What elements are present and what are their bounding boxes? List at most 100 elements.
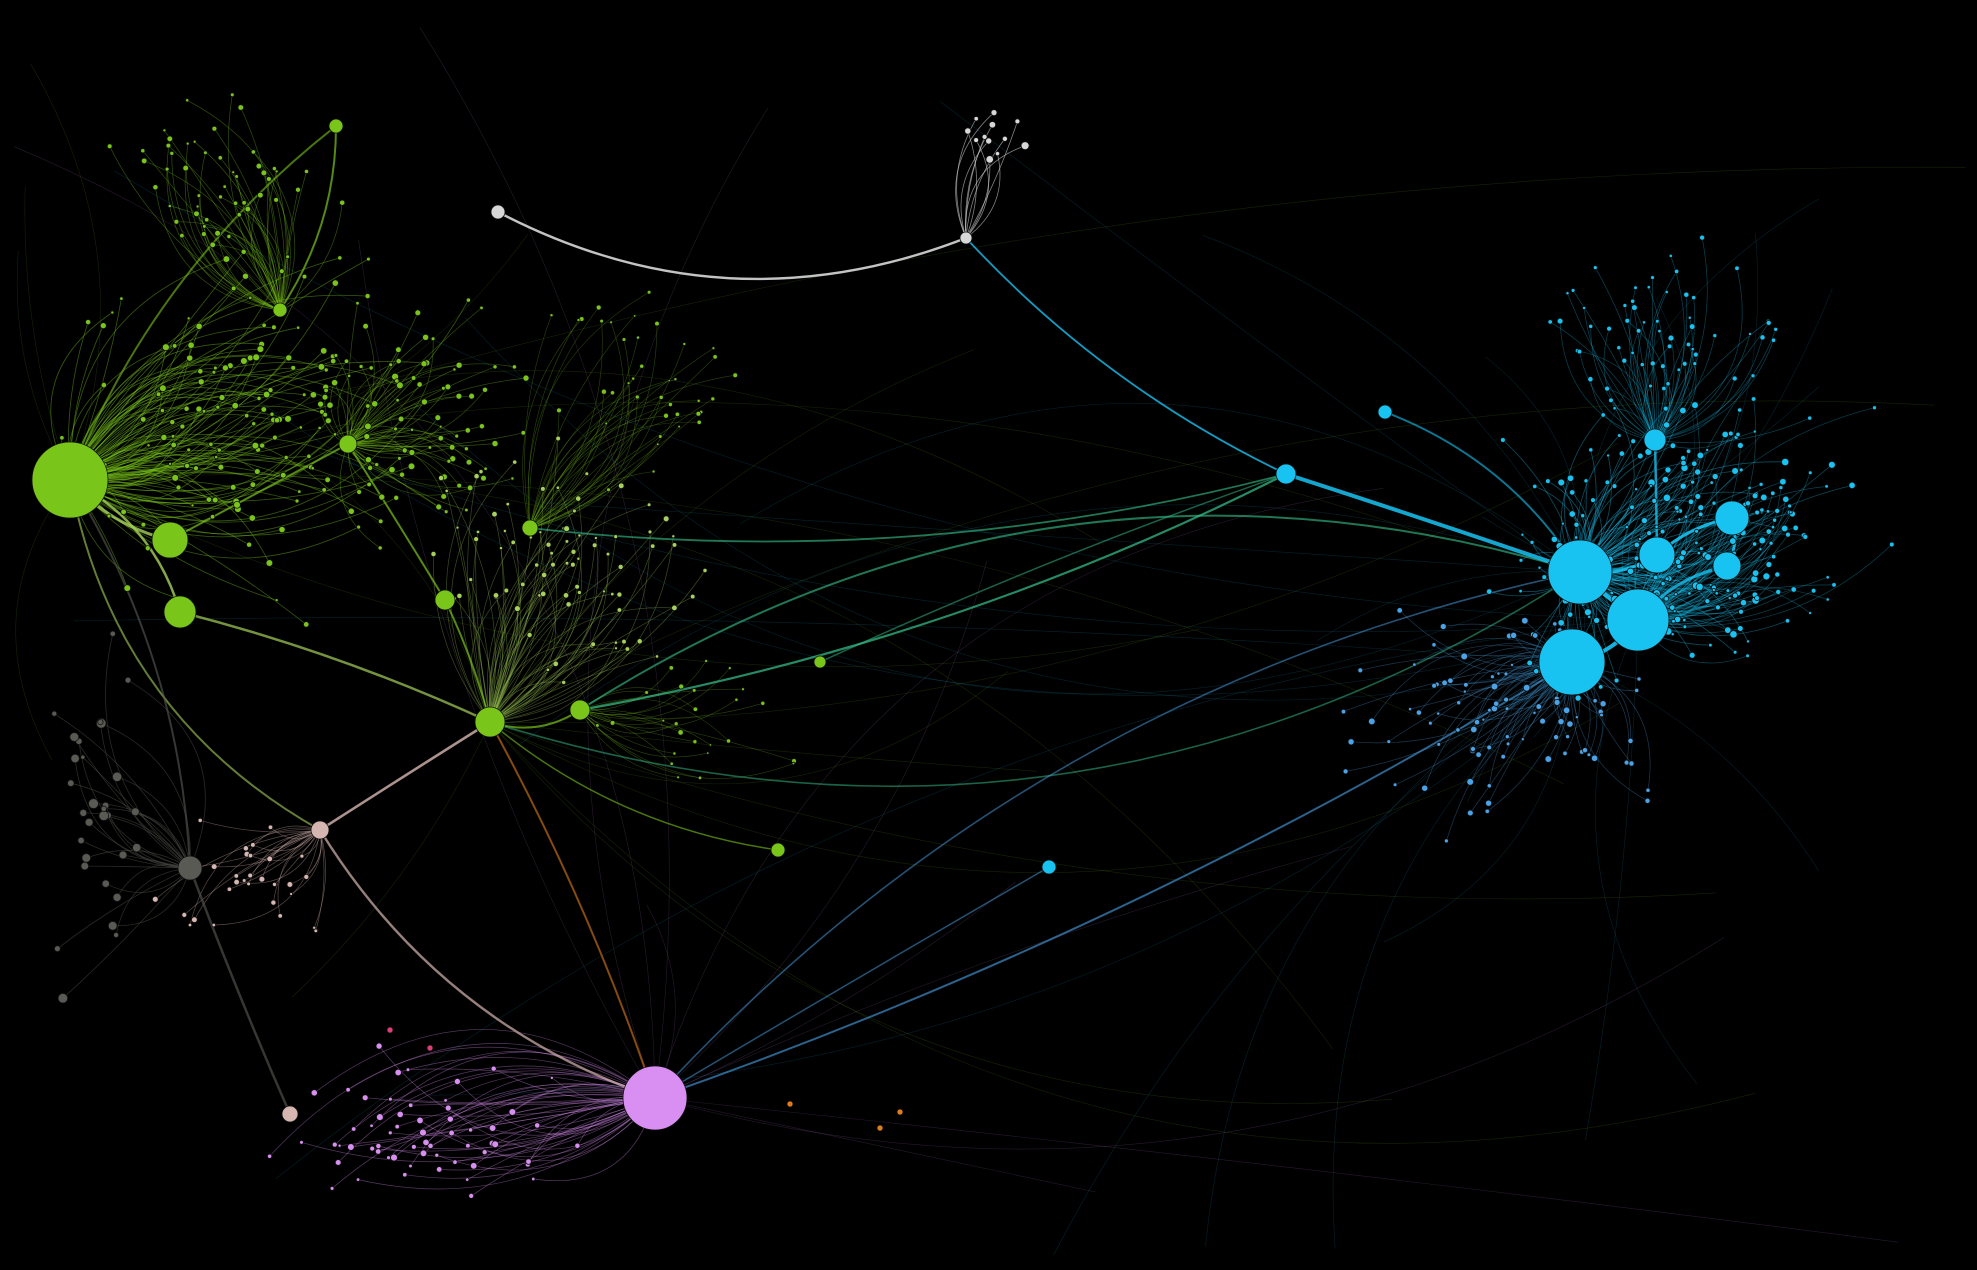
graph-edge <box>489 531 651 723</box>
graph-node <box>677 729 684 736</box>
graph-node <box>1765 528 1772 535</box>
graph-edge <box>1285 472 1581 574</box>
graph-edge <box>489 607 675 723</box>
graph-node <box>361 1094 369 1102</box>
graph-edge <box>83 812 191 869</box>
graph-node <box>434 1152 440 1158</box>
graph-node <box>655 442 660 446</box>
graph-edge <box>529 411 702 529</box>
graph-node <box>1624 524 1629 530</box>
graph-node <box>1617 433 1622 438</box>
graph-node <box>682 342 687 346</box>
graph-edge <box>529 398 713 529</box>
graph-node <box>375 1042 383 1050</box>
graph-node <box>364 422 372 431</box>
graph-edge <box>1654 317 1694 441</box>
graph-node <box>299 853 305 859</box>
graph-node <box>1750 373 1756 379</box>
graph-edge <box>347 395 459 445</box>
graph-edge <box>489 536 617 723</box>
graph-edge <box>347 326 375 445</box>
graph-node <box>278 526 286 534</box>
graph-node <box>710 396 716 402</box>
graph-node <box>481 386 489 393</box>
graph-edge <box>347 386 449 445</box>
graph-node <box>396 381 404 390</box>
graph-node <box>159 384 167 393</box>
graph-edge <box>579 660 707 715</box>
graph-node <box>1567 611 1574 618</box>
graph-node <box>374 462 380 468</box>
graph-node <box>478 469 484 475</box>
graph-edge <box>940 101 1639 621</box>
graph-edge <box>489 400 1935 723</box>
graph-edge <box>489 609 620 723</box>
graph-node <box>444 488 449 494</box>
graph-node <box>255 162 263 170</box>
graph-node <box>621 638 627 645</box>
graph-edge <box>69 420 329 500</box>
graph-node <box>168 461 173 466</box>
graph-edge <box>347 417 439 452</box>
graph-node <box>1721 430 1729 439</box>
graph-edge <box>489 604 569 723</box>
graph-node <box>201 409 207 414</box>
graph-node <box>1732 649 1738 655</box>
graph-node <box>1708 582 1713 587</box>
graph-edge <box>69 367 372 481</box>
graph-node <box>1695 582 1704 591</box>
graph-node <box>514 605 521 612</box>
graph-node <box>364 293 371 300</box>
graph-node <box>452 367 457 372</box>
graph-node <box>1510 631 1518 639</box>
graph-node <box>1544 755 1553 763</box>
graph-node <box>696 419 702 425</box>
graph-node <box>1634 487 1639 492</box>
graph-edge <box>654 560 988 1099</box>
graph-node <box>1473 719 1481 726</box>
graph-edge <box>579 709 708 758</box>
graph-edge <box>69 271 283 481</box>
graph-node <box>1673 268 1680 275</box>
graph-edge <box>1654 337 1763 441</box>
graph-edge <box>275 199 285 311</box>
graph-node <box>195 405 203 413</box>
graph-node <box>1663 421 1671 429</box>
graph-node <box>876 1124 884 1132</box>
graph-node <box>1824 484 1829 489</box>
graph-edge <box>74 758 191 869</box>
graph-node <box>1831 582 1837 588</box>
graph-node <box>88 798 99 809</box>
graph-node <box>395 398 400 403</box>
graph-node <box>990 109 998 117</box>
graph-node <box>338 434 358 454</box>
graph-node <box>633 314 637 318</box>
graph-node <box>209 514 216 520</box>
graph-node <box>260 406 267 413</box>
graph-edge <box>127 679 206 869</box>
graph-node <box>435 1166 443 1173</box>
graph-node <box>328 118 344 134</box>
graph-node <box>521 519 539 537</box>
graph-node <box>498 546 504 551</box>
graph-node <box>1347 738 1355 746</box>
graph-node <box>144 545 151 552</box>
graph-edge <box>347 443 453 455</box>
graph-node <box>1731 467 1739 475</box>
graph-node <box>81 853 92 863</box>
graph-node <box>674 411 681 417</box>
graph-node <box>333 353 339 358</box>
graph-node <box>576 590 582 595</box>
graph-edge <box>169 205 281 311</box>
graph-node <box>959 231 973 245</box>
graph-node <box>339 199 346 206</box>
graph-node <box>1770 490 1776 496</box>
graph-node <box>427 445 433 450</box>
graph-node <box>191 916 198 923</box>
graph-node <box>1646 285 1651 290</box>
graph-edge <box>69 452 382 498</box>
graph-edge <box>489 536 674 723</box>
graph-edge <box>529 323 658 529</box>
graph-edge <box>489 537 532 723</box>
graph-node <box>569 699 591 721</box>
